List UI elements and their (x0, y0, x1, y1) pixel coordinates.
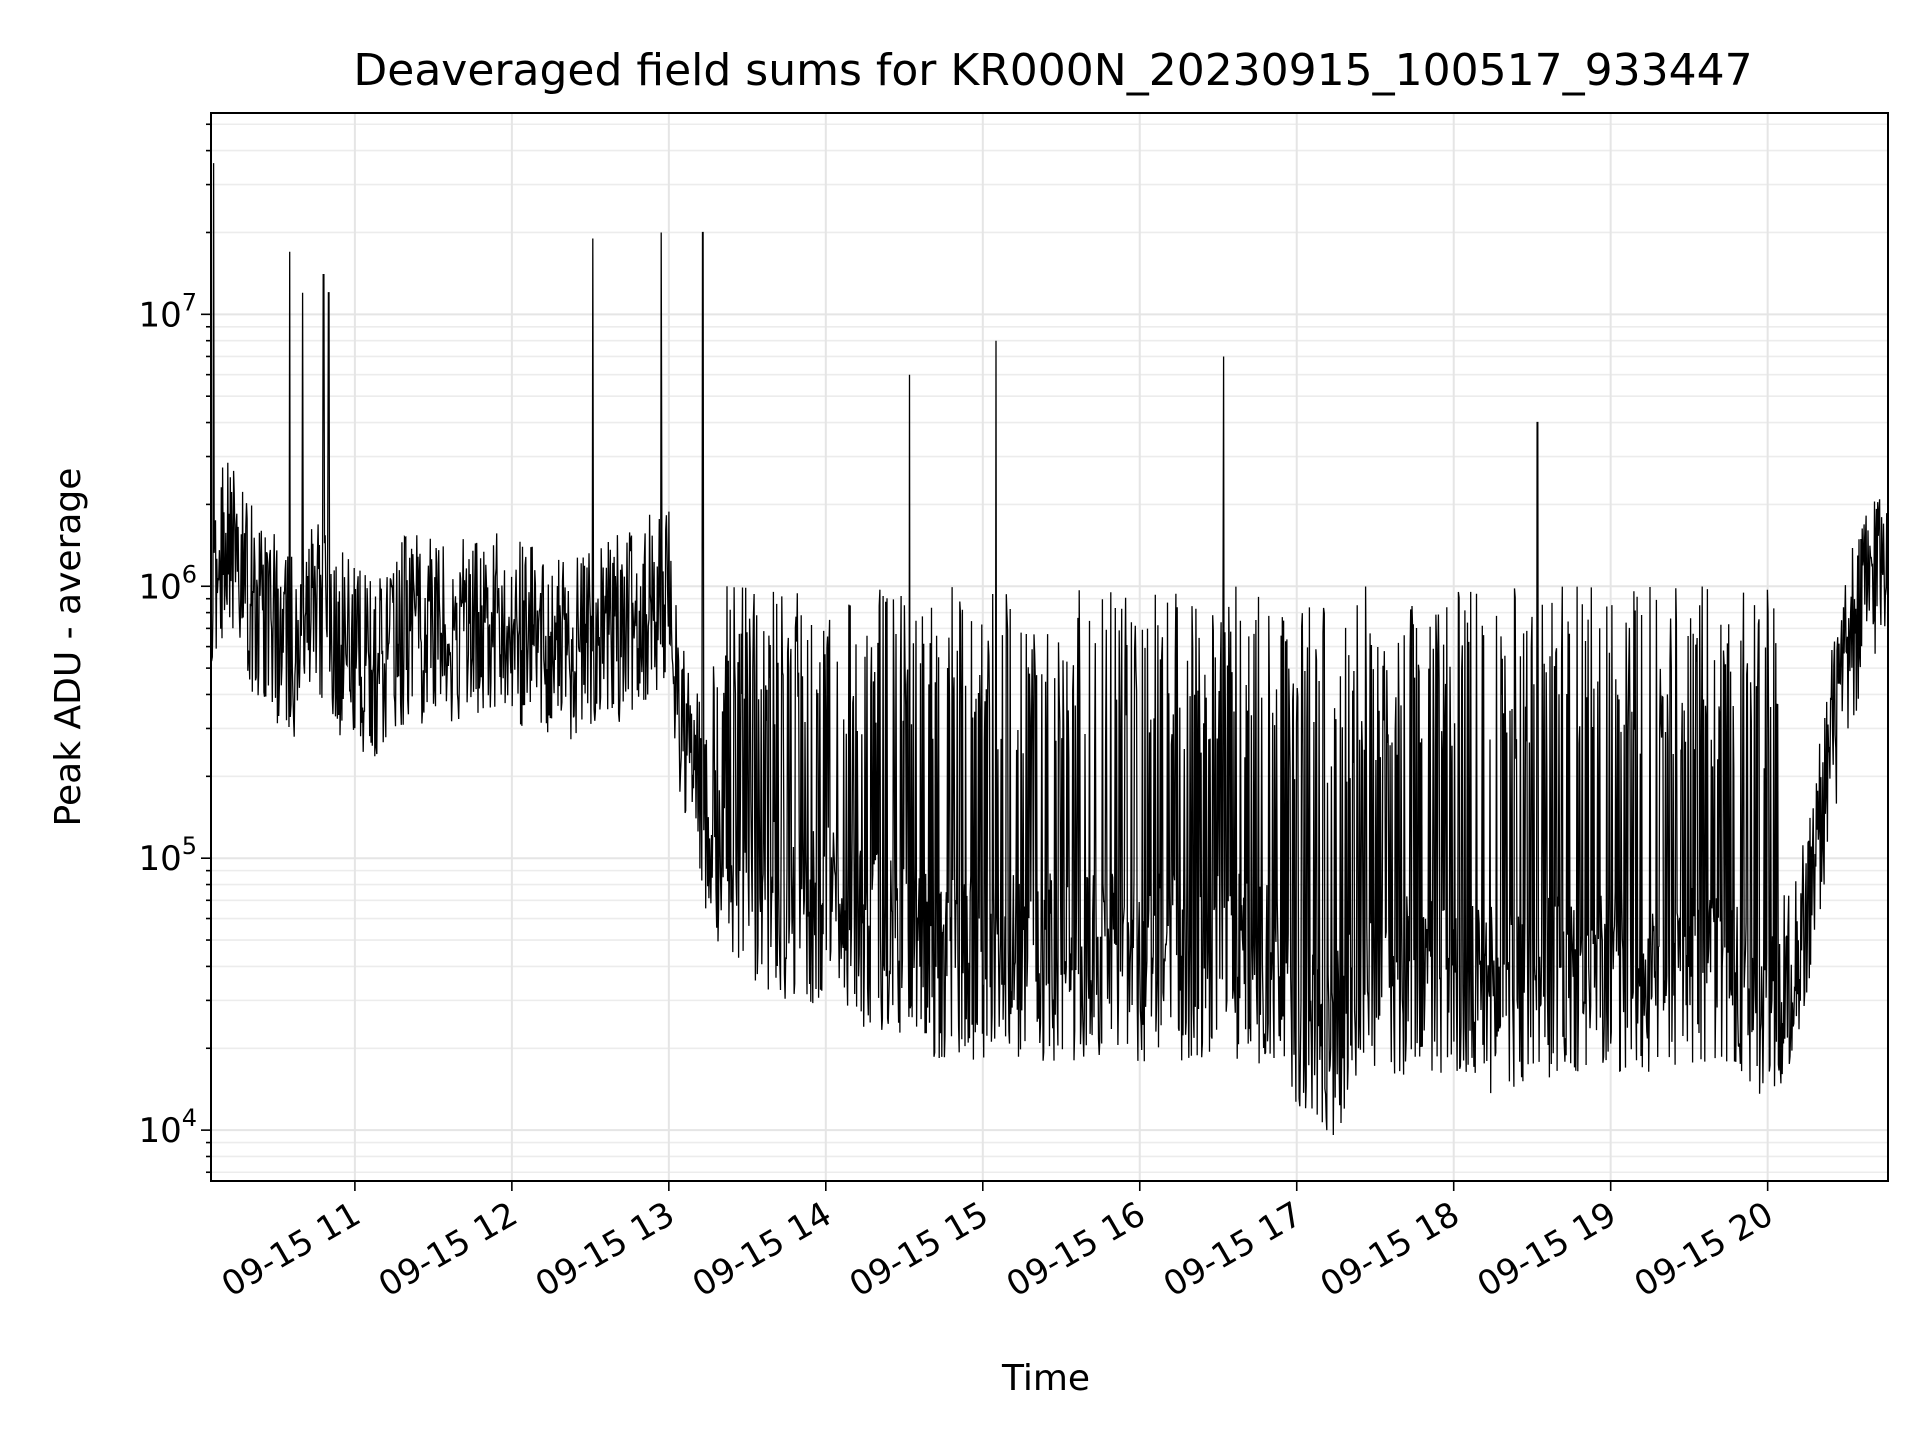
y-tick-label: 104 (138, 1104, 197, 1151)
series-line (210, 163, 1889, 1136)
chart-title: Deaveraged field sums for KR000N_2023091… (353, 45, 1752, 96)
x-axis-label: Time (1001, 1358, 1090, 1399)
y-axis-label: Peak ADU - average (48, 468, 89, 827)
